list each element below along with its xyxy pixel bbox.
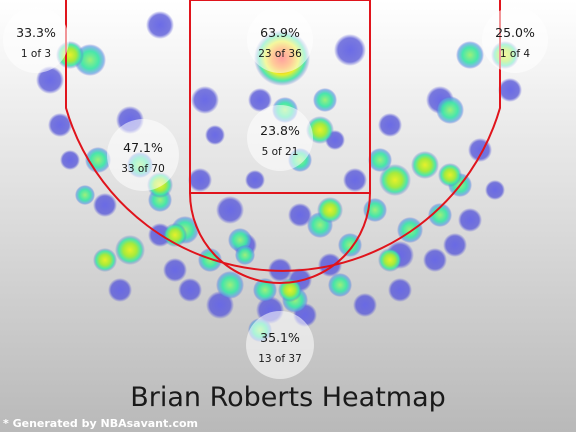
cold-heat-spot (388, 278, 412, 302)
zone-made-attempted: 13 of 37 (258, 353, 302, 365)
warm-heat-spot (378, 248, 402, 272)
zone-percentage: 47.1% (123, 140, 163, 155)
cool-heat-spot (235, 245, 255, 265)
warm-heat-spot (438, 163, 462, 187)
zone-label: 35.1% 13 of 37 (246, 311, 314, 379)
cold-heat-spot (248, 88, 272, 112)
cold-heat-spot (458, 208, 482, 232)
zone-label: 25.0% 1 of 4 (482, 7, 548, 73)
zone-bubble (246, 311, 314, 379)
cool-heat-spot (368, 148, 392, 172)
cold-heat-spot (334, 34, 366, 66)
warm-heat-spot (93, 248, 117, 272)
zone-bubble (107, 119, 179, 191)
cold-heat-spot (108, 278, 132, 302)
zone-percentage: 63.9% (260, 25, 300, 40)
cold-heat-spot (245, 170, 265, 190)
cool-heat-spot (428, 203, 452, 227)
cold-heat-spot (443, 233, 467, 257)
cold-heat-spot (191, 86, 219, 114)
cool-heat-spot (216, 271, 244, 299)
cold-heat-spot (163, 258, 187, 282)
cool-heat-spot (313, 88, 337, 112)
zone-percentage: 25.0% (495, 25, 535, 40)
cool-heat-spot (436, 96, 464, 124)
chart-title: Brian Roberts Heatmap (130, 382, 446, 413)
zone-bubble (247, 105, 313, 171)
zone-label: 23.8% 5 of 21 (247, 105, 313, 171)
zone-made-attempted: 1 of 4 (500, 48, 530, 60)
cold-heat-spot (378, 113, 402, 137)
cold-heat-spot (485, 180, 505, 200)
zone-bubble (482, 7, 548, 73)
cold-heat-spot (468, 138, 492, 162)
cold-heat-spot (48, 113, 72, 137)
cool-heat-spot (338, 233, 362, 257)
cool-heat-spot (75, 185, 95, 205)
cold-heat-spot (205, 125, 225, 145)
cold-heat-spot (188, 168, 212, 192)
zone-label: 63.9% 23 of 36 (247, 7, 313, 73)
three-point-line (65, 0, 501, 272)
cool-heat-spot (198, 248, 222, 272)
zone-labels: 33.3% 1 of 3 63.9% 23 of 36 25.0% 1 of 4 47.1%… (3, 7, 548, 379)
zone-label: 47.1% 33 of 70 (107, 119, 179, 191)
cool-heat-spot (397, 217, 423, 243)
court-lines (65, 0, 501, 284)
zone-made-attempted: 5 of 21 (262, 146, 299, 158)
zone-percentage: 33.3% (16, 25, 56, 40)
free-throw-arc (189, 192, 371, 284)
paint-rect (189, 0, 371, 194)
cold-heat-spot (423, 248, 447, 272)
warm-heat-spot (115, 235, 145, 265)
zone-percentage: 23.8% (260, 123, 300, 138)
cold-heat-spot (178, 278, 202, 302)
cold-heat-spot (353, 293, 377, 317)
cold-heat-spot (288, 203, 312, 227)
warm-heat-spot (379, 164, 411, 196)
cold-heat-spot (146, 11, 174, 39)
cool-heat-spot (456, 41, 484, 69)
cold-heat-spot (60, 150, 80, 170)
zone-bubble (3, 7, 69, 73)
cold-heat-spot (343, 168, 367, 192)
zone-made-attempted: 33 of 70 (121, 163, 165, 175)
cold-heat-spot (216, 196, 244, 224)
cold-heat-spot (498, 78, 522, 102)
zone-label: 33.3% 1 of 3 (3, 7, 69, 73)
zone-made-attempted: 1 of 3 (21, 48, 51, 60)
generated-by-credit: * Generated by NBAsavant.com (3, 417, 198, 430)
warm-heat-spot (306, 116, 334, 144)
zone-percentage: 35.1% (260, 330, 300, 345)
cold-heat-spot (93, 193, 117, 217)
warm-heat-spot (317, 197, 343, 223)
cool-heat-spot (253, 278, 277, 302)
warm-heat-spot (411, 151, 439, 179)
zone-bubble (247, 7, 313, 73)
cool-heat-spot (328, 273, 352, 297)
cold-heat-spot (36, 66, 64, 94)
zone-made-attempted: 23 of 36 (258, 48, 302, 60)
warm-heat-spot (278, 278, 302, 302)
